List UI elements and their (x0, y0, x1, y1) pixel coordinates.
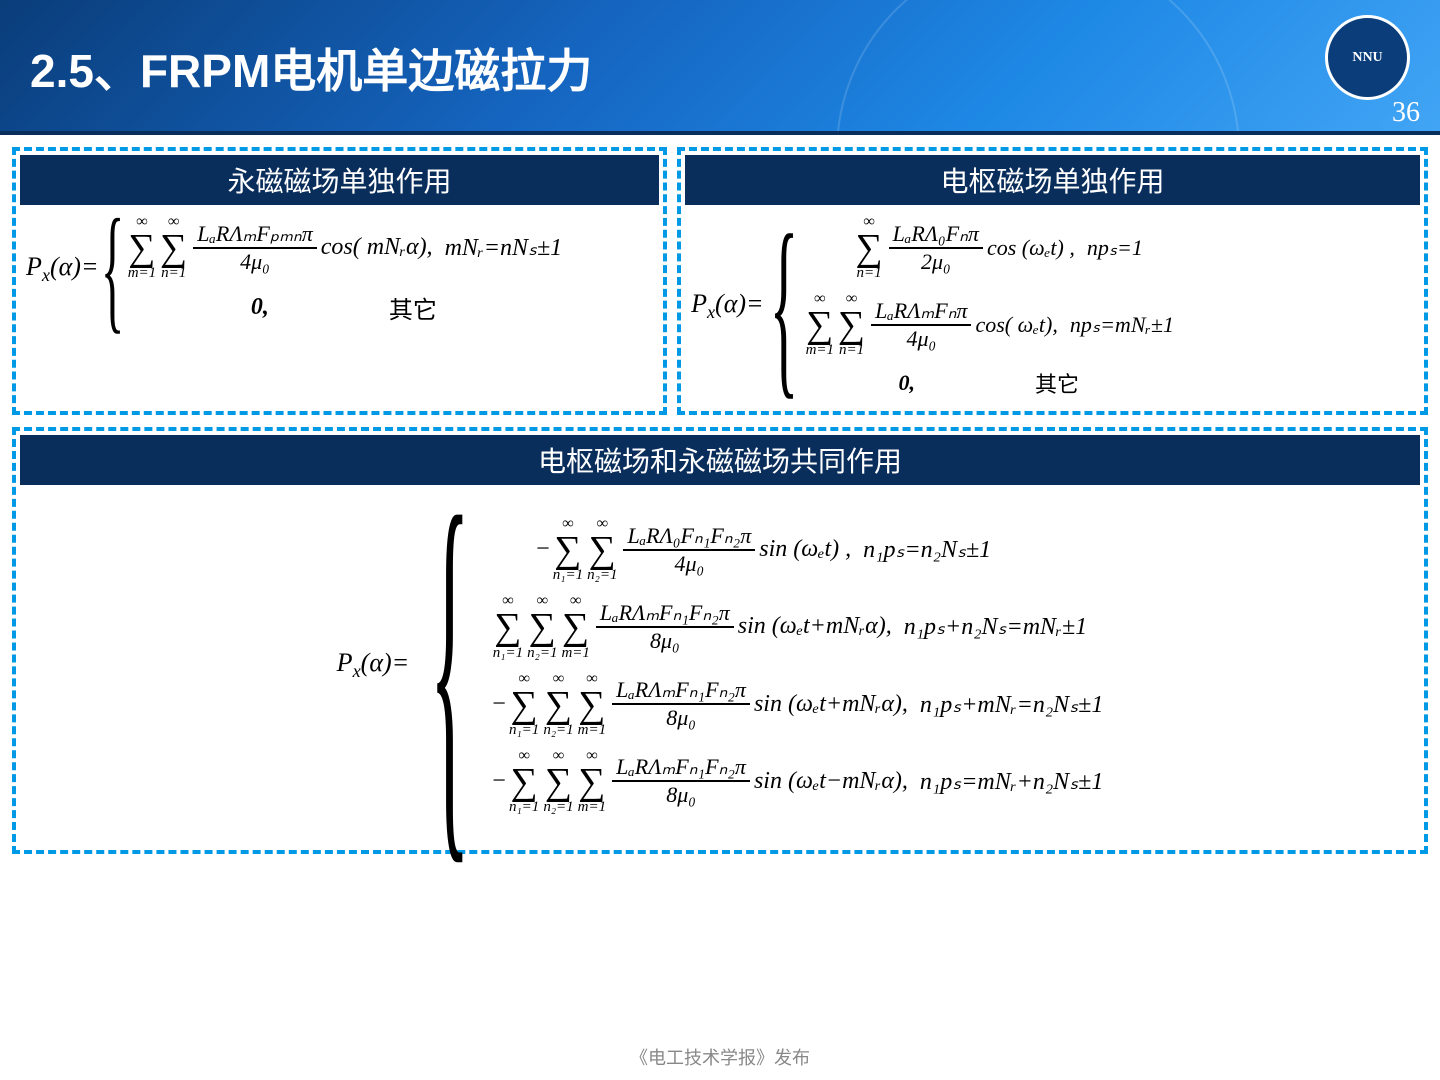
equation-bottom: Px(α)= { − ∞∑n₁=1 ∞∑n₂=1 LₐRΛ₀Fₙ₁Fₙ₂π4μ₀… (20, 485, 1420, 845)
footer-text: 《电工技术学报》发布 (630, 1044, 810, 1070)
box-pm-field: 永磁磁场单独作用 Px(α)= { ∞∑m=1 ∞∑n=1 LₐRΛₘFₚₘₙπ… (12, 147, 667, 415)
slide-header: 2.5、FRPM电机单边磁拉力 NNU 36 (0, 0, 1440, 135)
equation-left: Px(α)= { ∞∑m=1 ∞∑n=1 LₐRΛₘFₚₘₙπ4μ₀ cos( … (20, 205, 659, 333)
box-armature-field: 电枢磁场单独作用 Px(α)= { ∞∑n=1 LₐRΛ₀Fₙπ2μ₀ cos … (677, 147, 1428, 415)
slide-content: 永磁磁场单独作用 Px(α)= { ∞∑m=1 ∞∑n=1 LₐRΛₘFₚₘₙπ… (0, 135, 1440, 854)
box-title-bottom: 电枢磁场和永磁磁场共同作用 (20, 435, 1420, 485)
page-number: 36 (1392, 97, 1420, 129)
equation-right: Px(α)= { ∞∑n=1 LₐRΛ₀Fₙπ2μ₀ cos (ωₑt) , n… (685, 205, 1420, 407)
box-combined-field: 电枢磁场和永磁磁场共同作用 Px(α)= { − ∞∑n₁=1 ∞∑n₂=1 L… (12, 427, 1428, 853)
university-logo: NNU (1325, 15, 1410, 100)
slide-title: 2.5、FRPM电机单边磁拉力 (30, 35, 592, 101)
